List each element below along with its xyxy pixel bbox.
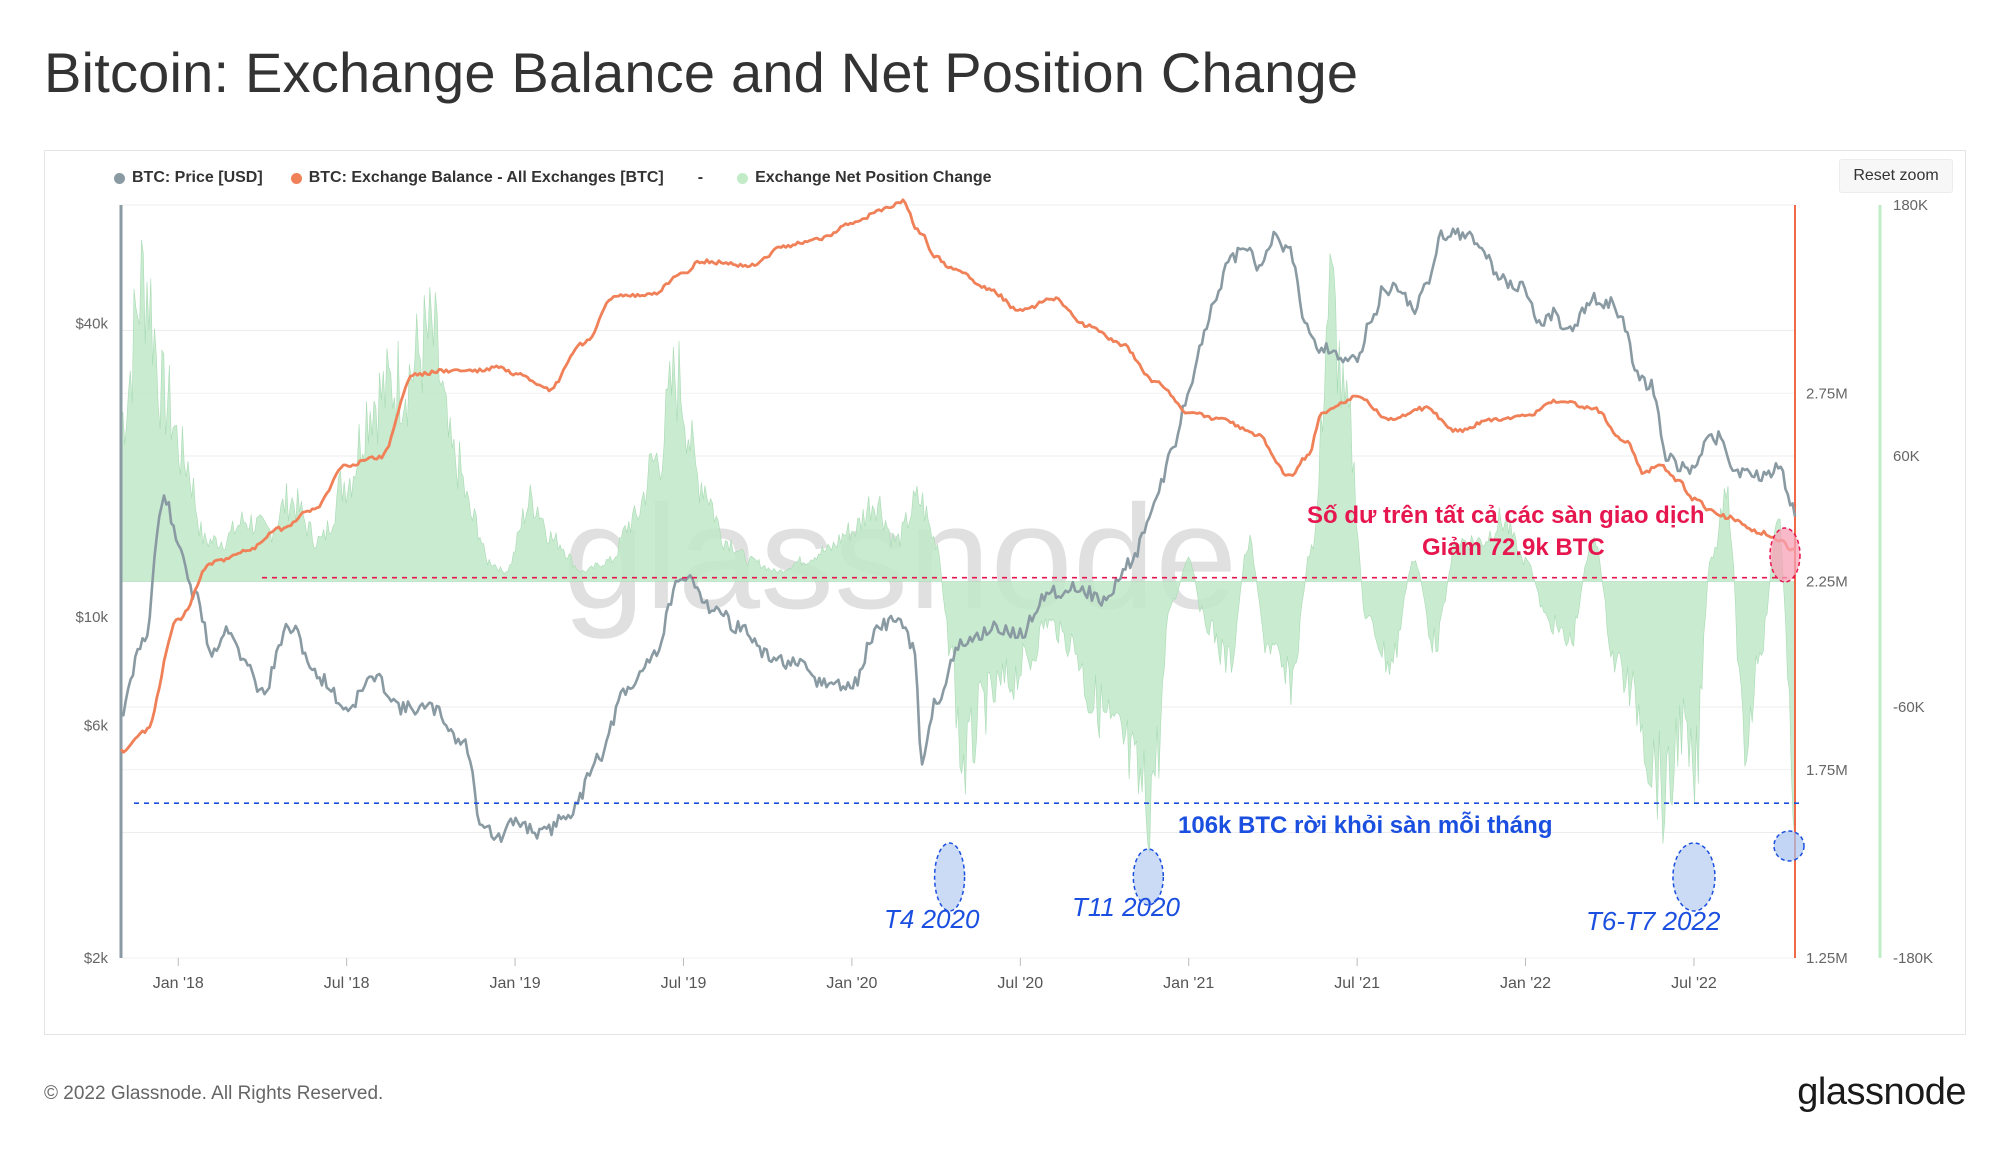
footer-logo: glassnode	[1797, 1071, 1966, 1113]
tick-labels: Jan '18 Jul '18 Jan '19 Jul '19 Jan '20 Jul '…	[75, 197, 1933, 992]
outflow-period-highlight-2	[1672, 842, 1716, 912]
latest-outflow-highlight	[1773, 830, 1805, 862]
legend-label-net-change: Exchange Net Position Change	[755, 169, 992, 186]
netchange-tick-label: -180K	[1893, 950, 1933, 967]
legend-dot-price-icon	[114, 172, 125, 184]
legend-dot-net-change-icon	[737, 172, 749, 184]
legend-label-separator: -	[697, 169, 704, 186]
page-title: Bitcoin: Exchange Balance and Net Positi…	[44, 41, 1359, 104]
x-tick-label: Jul '21	[1334, 975, 1380, 992]
netchange-tick-label: 180K	[1893, 197, 1928, 214]
price-series-line	[120, 227, 1797, 843]
chart-legend: BTC: Price [USD] BTC: Exchange Balance -…	[114, 166, 992, 190]
annotation-period-jun-jul-2022: T6-T7 2022	[1586, 906, 1721, 936]
annotation-outflow: 106k BTC rời khỏi sàn mỗi tháng	[1178, 812, 1553, 839]
highlight-ellipses	[933, 527, 1805, 912]
x-tick-label: Jan '20	[826, 975, 877, 992]
legend-label-price: BTC: Price [USD]	[132, 169, 263, 186]
legend-item-price[interactable]: BTC: Price [USD]	[114, 169, 263, 187]
reference-lines	[134, 576, 1800, 805]
netchange-tick-label: -60K	[1893, 699, 1925, 716]
footer-copyright: © 2022 Glassnode. All Rights Reserved.	[44, 1083, 384, 1104]
x-tick-label: Jul '22	[1671, 975, 1717, 992]
annotation-balance-title: Số dư trên tất cả các sàn giao dịch	[1307, 502, 1705, 529]
legend-item-separator[interactable]: -	[692, 169, 709, 187]
x-tick-label: Jul '18	[324, 975, 370, 992]
annotation-period-apr-2020: T4 2020	[884, 904, 980, 934]
balance-tick-label: 1.25M	[1806, 950, 1848, 967]
balance-drop-highlight	[1769, 527, 1801, 583]
balance-tick-label: 2.75M	[1806, 385, 1848, 402]
net-change-series-area	[120, 239, 1796, 853]
balance-tick-label: 2.25M	[1806, 574, 1848, 591]
legend-item-balance[interactable]: BTC: Exchange Balance - All Exchanges [B…	[290, 169, 664, 187]
price-tick-label: $40k	[75, 316, 108, 333]
reset-zoom-button[interactable]: Reset zoom	[1839, 159, 1953, 193]
legend-item-net-change[interactable]: Exchange Net Position Change	[737, 169, 992, 187]
chart-frame	[44, 150, 1966, 1035]
legend-dot-balance-icon	[290, 172, 302, 184]
x-tick-label: Jan '19	[490, 975, 541, 992]
balance-tick-label: 1.75M	[1806, 762, 1848, 779]
netchange-tick-label: 60K	[1893, 448, 1920, 465]
outflow-period-highlight-1	[1132, 848, 1165, 906]
net-change-area	[120, 239, 1796, 853]
balance-series-line	[119, 198, 1796, 754]
x-tick-label: Jul '20	[997, 975, 1043, 992]
annotation-balance-drop: Giảm 72.9k BTC	[1422, 534, 1605, 561]
price-tick-label: $6k	[84, 717, 109, 734]
x-tick-label: Jan '18	[153, 975, 204, 992]
outflow-period-highlight-0	[933, 842, 966, 912]
price-tick-label: $2k	[84, 950, 109, 967]
legend-label-balance: BTC: Exchange Balance - All Exchanges [B…	[308, 169, 664, 186]
series-lines	[119, 198, 1797, 843]
annotation-period-nov-2020: T11 2020	[1072, 892, 1180, 922]
price-tick-label: $10k	[75, 609, 108, 626]
x-tick-label: Jan '22	[1500, 975, 1551, 992]
x-tick-label: Jan '21	[1163, 975, 1214, 992]
x-tick-label: Jul '19	[661, 975, 707, 992]
